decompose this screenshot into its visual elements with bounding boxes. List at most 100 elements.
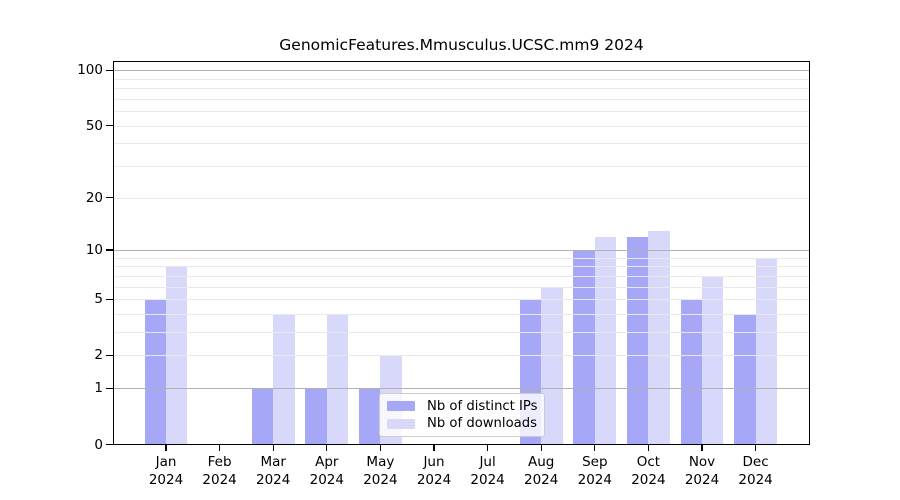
bar-distinct-ips-mar	[251, 388, 274, 445]
y-tick-mark-50	[106, 124, 113, 127]
legend-label-distinct-ips: Nb of distinct IPs	[427, 398, 538, 414]
x-tick-mark-feb	[218, 444, 221, 451]
gridline-minor-20	[113, 197, 810, 199]
gridline-minor-80	[113, 88, 810, 90]
y-tick-mark-100	[106, 69, 113, 71]
x-tick-month: Feb	[207, 453, 232, 470]
x-tick-label-apr: Apr 2024	[295, 453, 359, 489]
bar-downloads-nov	[702, 275, 724, 445]
x-tick-mark-may	[379, 444, 382, 451]
bar-distinct-ips-nov	[680, 299, 702, 445]
x-tick-label-jan: Jan 2024	[134, 453, 198, 489]
legend: Nb of distinct IPs Nb of downloads	[379, 393, 545, 437]
x-tick-month: Oct	[636, 453, 661, 470]
x-tick-year: 2024	[631, 471, 666, 488]
y-tick-label-100: 100	[77, 62, 103, 79]
x-tick-year: 2024	[416, 471, 452, 488]
y-tick-mark-0	[106, 443, 113, 446]
y-tick-label-2: 2	[94, 347, 103, 364]
gridline-minor-5	[113, 299, 810, 301]
x-tick-year: 2024	[363, 471, 398, 488]
y-tick-mark-1	[106, 387, 113, 389]
gridline-minor-7	[113, 275, 810, 277]
legend-label-downloads: Nb of downloads	[427, 416, 537, 432]
y-tick-mark-10	[106, 249, 113, 251]
plot-area: 0 1 2 5 10 20 50 100 Jan 2024 Feb 2024 Mar 2024 Apr 202…	[77, 61, 810, 488]
gridline-minor-2	[113, 355, 810, 357]
x-tick-label-may: May 2024	[348, 453, 412, 489]
gridline-major-10	[113, 250, 810, 252]
x-tick-month: Jan	[155, 453, 177, 470]
x-tick-month: Apr	[315, 453, 339, 470]
x-tick-month: Sep	[582, 453, 608, 470]
bar-downloads-sep	[594, 236, 617, 445]
bar-distinct-ips-may	[359, 388, 381, 445]
x-tick-label-sep: Sep 2024	[563, 453, 627, 489]
bar-distinct-ips-apr	[305, 388, 327, 445]
x-tick-label-nov: Nov 2024	[670, 453, 734, 489]
y-tick-label-50: 50	[85, 117, 103, 134]
y-tick-label-5: 5	[94, 291, 103, 308]
x-tick-mark-oct	[647, 444, 650, 451]
legend-item-downloads: Nb of downloads	[387, 416, 544, 431]
bar-downloads-dec	[755, 257, 777, 445]
x-tick-month: Mar	[260, 453, 286, 470]
x-tick-year: 2024	[577, 471, 612, 488]
y-tick-label-10: 10	[85, 242, 103, 259]
x-tick-year: 2024	[470, 471, 505, 488]
bar-downloads-oct	[648, 230, 670, 445]
x-tick-month: Dec	[742, 453, 769, 470]
gridline-minor-90	[113, 78, 810, 80]
x-tick-year: 2024	[738, 471, 773, 488]
x-tick-label-feb: Feb 2024	[188, 453, 252, 489]
x-tick-label-aug: Aug 2024	[509, 453, 573, 489]
x-tick-label-dec: Dec 2024	[724, 453, 788, 489]
y-tick-mark-5	[106, 298, 113, 300]
x-tick-month: Jun	[423, 453, 445, 470]
gridline-minor-8	[113, 266, 810, 268]
x-tick-mark-aug	[540, 444, 542, 451]
x-tick-month: Aug	[528, 453, 555, 470]
gridline-minor-4	[113, 314, 810, 315]
gridline-minor-30	[113, 166, 810, 168]
x-tick-mark-jan	[165, 444, 167, 451]
legend-item-distinct-ips: Nb of distinct IPs	[387, 399, 544, 414]
x-tick-label-jun: Jun 2024	[402, 453, 466, 489]
x-tick-mark-jul	[486, 444, 489, 451]
legend-swatch-distinct-ips	[387, 401, 415, 412]
chart-title: GenomicFeatures.Mmusculus.UCSC.mm9 2024	[279, 36, 644, 54]
x-tick-label-mar: Mar 2024	[241, 453, 305, 489]
x-tick-month: Nov	[688, 453, 716, 470]
x-tick-mark-dec	[754, 444, 757, 451]
x-tick-mark-apr	[326, 444, 328, 451]
gridline-minor-70	[113, 98, 810, 100]
gridline-minor-60	[113, 111, 810, 113]
y-tick-label-20: 20	[85, 189, 103, 206]
gridline-major-100	[113, 70, 810, 72]
gridline-minor-50	[113, 125, 810, 127]
x-tick-mark-nov	[701, 444, 703, 451]
gridline-minor-40	[113, 143, 810, 145]
bar-distinct-ips-oct	[627, 236, 649, 445]
x-tick-year: 2024	[309, 471, 344, 488]
x-tick-mark-jun	[433, 444, 435, 451]
bar-downloads-mar	[273, 314, 295, 445]
bar-distinct-ips-dec	[734, 314, 756, 445]
gridline-major-1	[113, 388, 810, 390]
gridline-minor-6	[113, 286, 810, 288]
x-tick-label-jul: Jul 2024	[456, 453, 520, 489]
bar-distinct-ips-sep	[573, 250, 595, 445]
x-tick-mark-mar	[272, 444, 274, 451]
x-tick-year: 2024	[202, 471, 237, 488]
y-tick-mark-20	[106, 196, 113, 199]
x-tick-month: May	[366, 453, 395, 470]
bar-distinct-ips-jan	[144, 299, 166, 445]
x-tick-year: 2024	[524, 471, 559, 488]
x-tick-mark-sep	[594, 444, 596, 451]
gridline-minor-9	[113, 257, 810, 259]
legend-swatch-downloads	[387, 418, 415, 429]
x-tick-month: Jul	[479, 453, 496, 470]
bar-downloads-aug	[541, 286, 563, 445]
x-tick-year: 2024	[148, 471, 184, 488]
